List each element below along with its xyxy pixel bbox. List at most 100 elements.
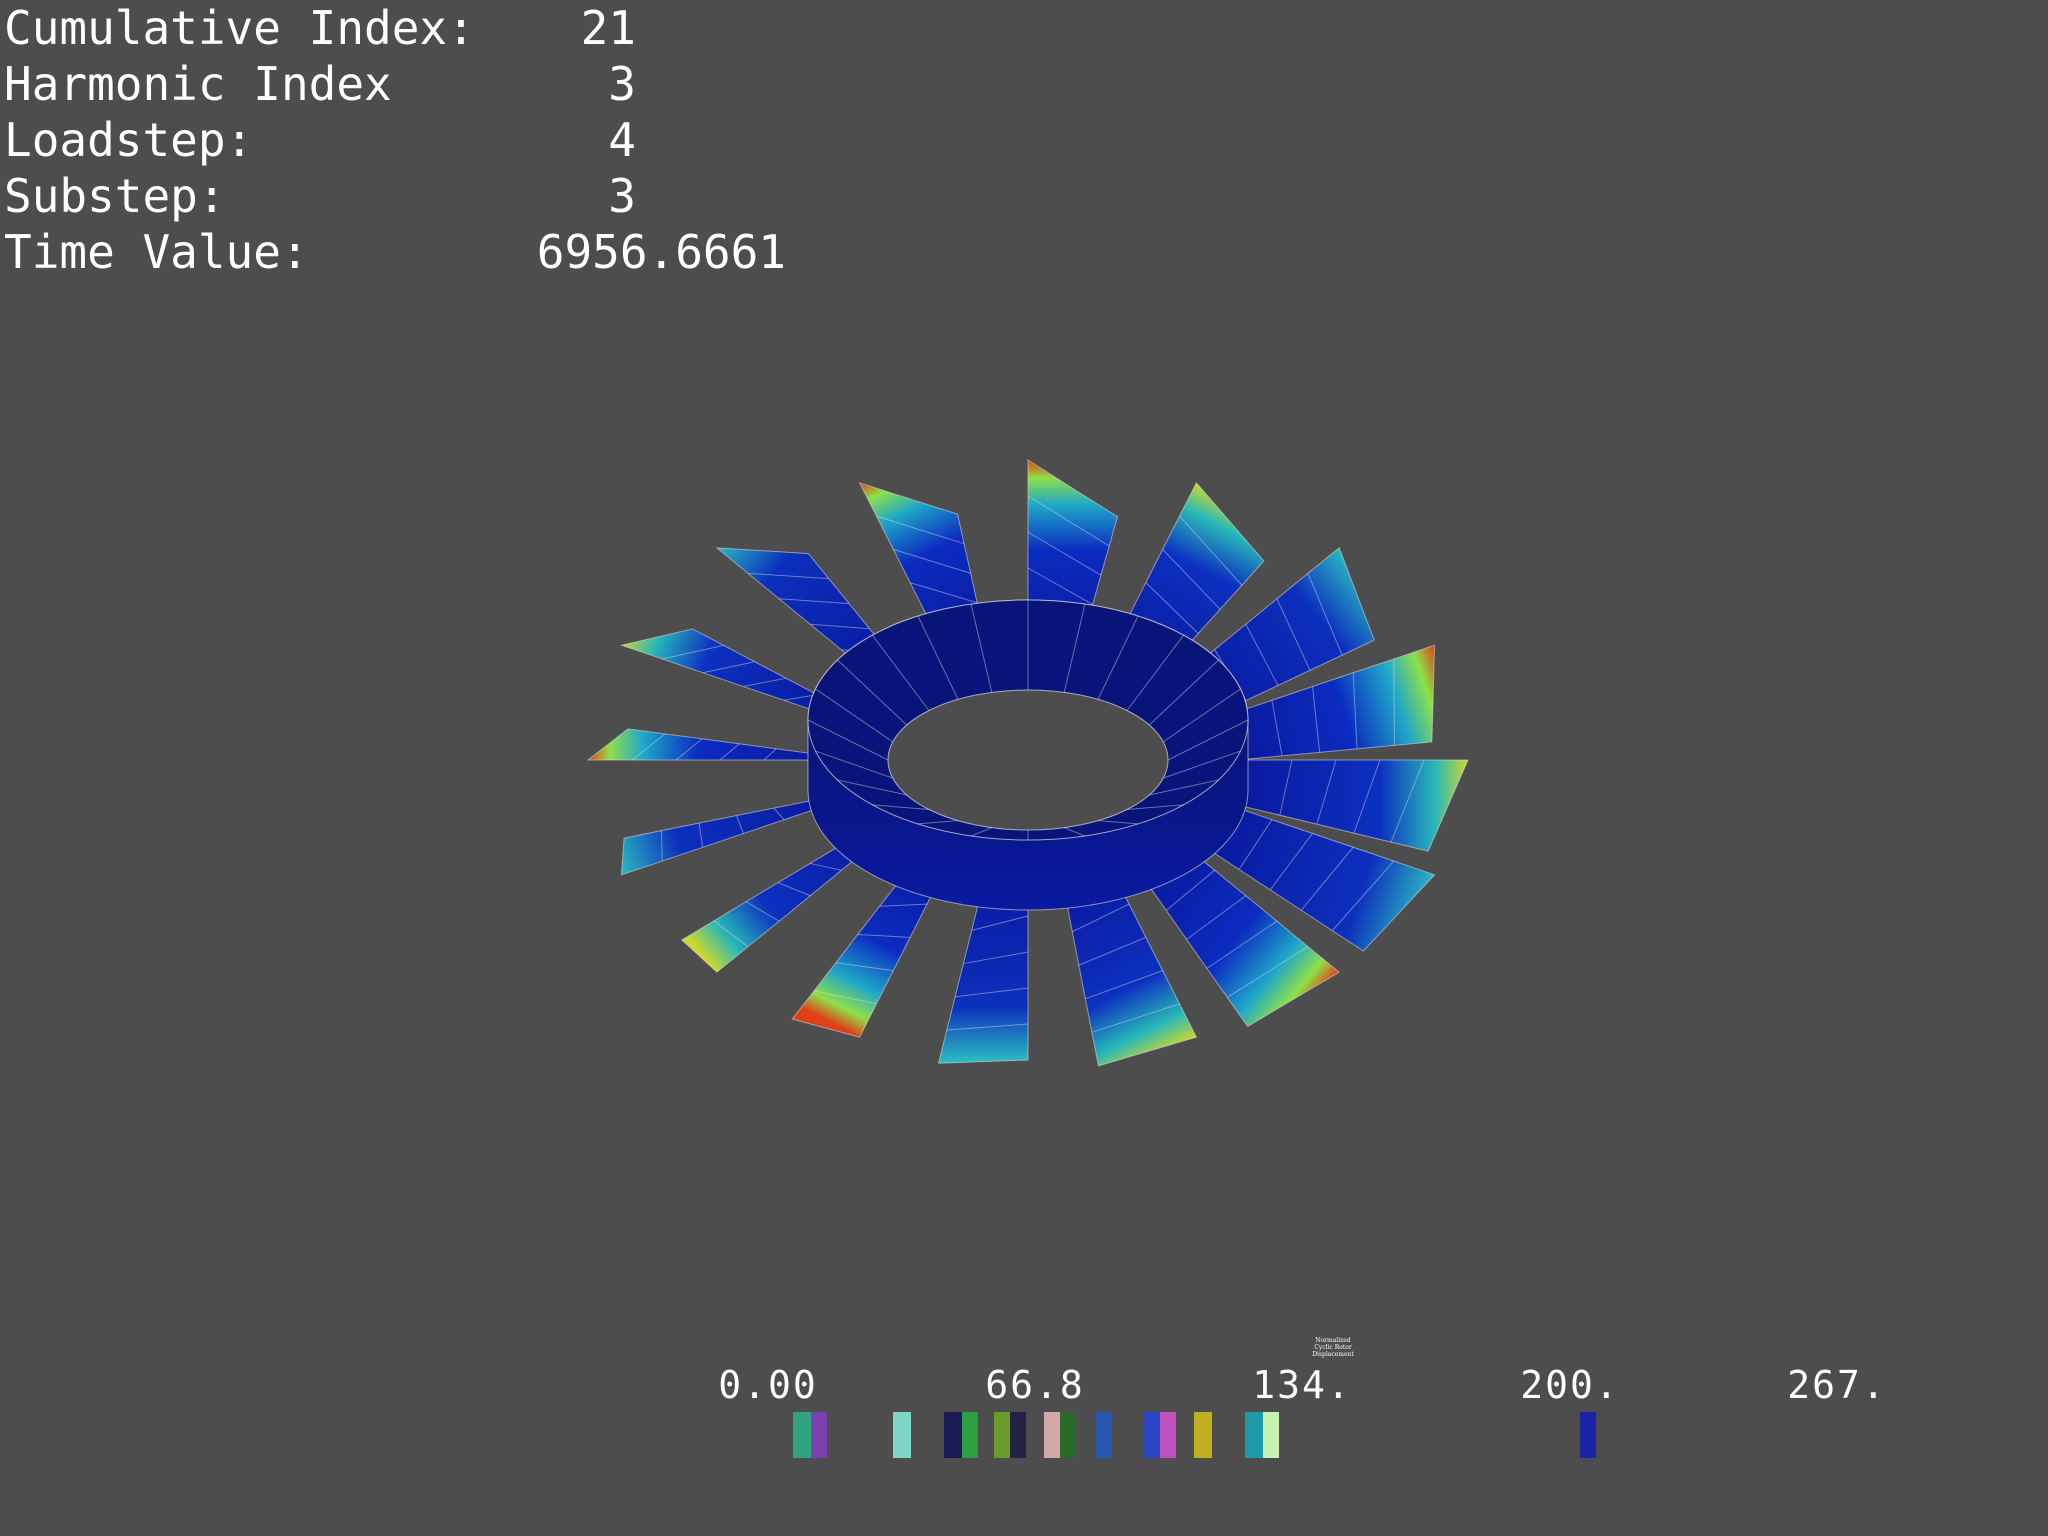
mesh-line [1179,515,1243,586]
mesh-line [1393,658,1395,746]
result-info-panel: Cumulative Index: 21 Harmonic Index 3 Lo… [4,0,804,280]
mesh-line [713,920,749,948]
hub-mesh-line [1148,659,1219,726]
mesh-line [1027,531,1102,576]
mesh-line [1390,759,1425,843]
scalar-bar-labels: 0.00 66.8 134. 200. 267. [0,1360,2048,1410]
hub-mesh-line [872,804,930,810]
mesh-line [1145,582,1199,634]
mesh-line [735,815,744,834]
mesh-line [946,1023,1029,1031]
hub-mesh-line [1064,827,1086,837]
scalar-bar-swatch [1580,1412,1596,1458]
loadstep-label: Loadstep: [4,113,254,167]
scalar-bar-title: Normalized Cyclic Rotor Displacement [1312,1337,1354,1358]
mesh-line [763,748,777,761]
hub-mesh-line [1149,779,1219,796]
mesh-line [1227,946,1309,998]
hub-mesh-line [837,779,907,796]
mesh-line [702,661,755,674]
hub-mesh-line [1126,634,1184,711]
scalar-bar-label: 66.8 [985,1363,1085,1407]
scalar-bar-swatch [1194,1412,1212,1458]
scalar-bar-label: 0.00 [718,1363,818,1407]
mesh-line [893,548,971,574]
cumulative-index-label: Cumulative Index: [4,1,475,55]
mesh-line [1279,759,1293,816]
hub-bore [887,689,1169,831]
substep-value: 3 [608,169,636,223]
mesh-line [955,987,1029,998]
mesh-line [777,882,811,897]
mesh-line [745,901,780,922]
hub-mesh-line [815,688,894,743]
mesh-line [1027,567,1093,605]
mesh-line [810,862,842,871]
scalar-bar-swatch [944,1412,962,1458]
mesh-line [662,644,724,660]
mesh-line [1078,936,1147,966]
scalar-bar-swatch [811,1412,827,1458]
time-value-label: Time Value: [4,225,309,279]
mesh-line [1353,759,1381,834]
scalar-bar-swatch [1010,1412,1026,1458]
substep-label: Substep: [4,169,226,223]
scalar-bar-swatch [962,1412,978,1458]
info-row: Substep: 3 [4,168,804,224]
hub-mesh-line [1163,750,1241,779]
harmonic-index-value: 3 [608,57,636,111]
info-row: Cumulative Index: 21 [4,0,804,56]
mesh-line [879,903,927,907]
scalar-bar-swatch [893,1412,911,1458]
scalar-bar-swatch [1160,1412,1176,1458]
mesh-line [1276,598,1311,671]
mesh-line [1162,549,1221,610]
hub-mesh-line [970,827,992,837]
mesh-line [1307,573,1343,656]
scalar-bar-label: 267. [1787,1363,1887,1407]
mesh-line [719,743,740,761]
mesh-line [1085,970,1163,1000]
mesh-line [1352,672,1358,749]
mesh-line [1331,860,1395,931]
rotor-blade [620,800,827,876]
hub-ring [807,599,1249,911]
hub-mesh-line [1097,615,1139,700]
mesh-line [631,733,666,761]
info-row: Loadstep: 4 [4,112,804,168]
scalar-bar-swatch [1263,1412,1279,1458]
scalar-bar [0,1412,2048,1458]
scalar-bar-label: 200. [1520,1363,1620,1407]
mesh-line [1206,920,1278,969]
info-row: Time Value: 6956.6661 [4,224,804,280]
mesh-line [909,582,978,604]
scalar-bar-swatch [1044,1412,1060,1458]
harmonic-index-label: Harmonic Index [4,57,392,111]
mesh-line [1186,895,1247,940]
mesh-line [1312,686,1321,753]
rotor-blade [791,870,945,1038]
info-row: Harmonic Index 3 [4,56,804,112]
scalar-bar-swatch [793,1412,811,1458]
cumulative-index-value: 21 [580,1,636,55]
mesh-line [857,934,911,938]
hub-mesh-line [1162,688,1241,743]
hub-mesh-line [1063,603,1086,693]
mesh-line [1245,624,1279,686]
hub-mesh-line [970,603,993,693]
mesh-line [1300,846,1354,911]
mesh-line [1316,759,1337,825]
mesh-line [743,677,786,688]
mesh-line [773,807,785,821]
scalar-bar-swatch [1245,1412,1263,1458]
hub-mesh-line [1126,804,1184,810]
loadstep-value: 4 [608,113,636,167]
mesh-line [784,694,818,701]
scalar-bar-label: 134. [1252,1363,1352,1407]
mesh-line [1027,495,1110,547]
scalar-bar-swatch [994,1412,1010,1458]
mesh-line [813,990,877,1005]
mesh-line [1271,700,1283,756]
